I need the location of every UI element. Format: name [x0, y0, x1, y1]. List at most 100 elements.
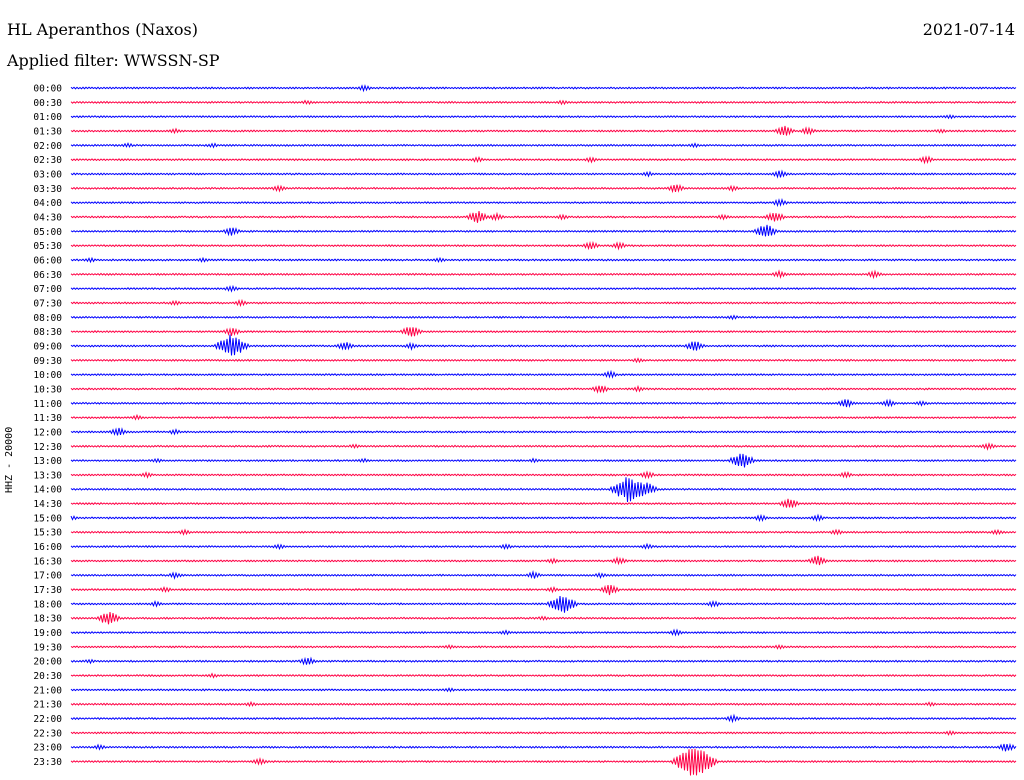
row-time-label: 10:30: [33, 384, 62, 395]
row-time-label: 12:30: [33, 442, 62, 453]
row-time-label: 20:00: [33, 657, 62, 668]
row-time-label: 04:30: [33, 212, 62, 223]
trace-line: [70, 498, 1017, 508]
trace-line: [70, 240, 1017, 251]
row-time-label: 08:00: [33, 313, 62, 324]
row-time-label: 07:00: [33, 284, 62, 295]
trace-line: [70, 256, 1017, 264]
row-time-label: 17:00: [33, 571, 62, 582]
trace-line: [70, 729, 1017, 736]
row-time-label: 00:00: [33, 84, 62, 95]
trace-line: [70, 84, 1017, 93]
station-title: HL Aperanthos (Naxos): [7, 20, 198, 39]
trace-line: [70, 584, 1017, 596]
trace-line: [70, 125, 1017, 136]
row-time-label: 18:30: [33, 614, 62, 625]
row-time-label: 14:00: [33, 485, 62, 496]
trace-line: [70, 99, 1017, 106]
row-time-label: 03:30: [33, 184, 62, 195]
row-time-label: 00:30: [33, 98, 62, 109]
row-time-label: 23:30: [33, 757, 62, 768]
trace-line: [70, 542, 1017, 551]
trace-line: [70, 453, 1017, 468]
trace-line: [70, 224, 1017, 237]
row-time-label: 05:00: [33, 227, 62, 238]
trace-line: [70, 628, 1017, 637]
trace-line: [70, 298, 1017, 308]
row-time-label: 20:30: [33, 671, 62, 682]
trace-line: [70, 742, 1017, 752]
trace-line: [70, 477, 1017, 502]
row-time-label: 11:30: [33, 413, 62, 424]
filter-label: Applied filter: WWSSN-SP: [7, 51, 220, 70]
trace-line: [70, 569, 1017, 580]
trace-line: [70, 656, 1017, 666]
row-time-label: 21:30: [33, 700, 62, 711]
trace-line: [70, 442, 1017, 451]
row-time-label: 18:00: [33, 599, 62, 610]
row-time-label: 16:00: [33, 542, 62, 553]
trace-line: [70, 644, 1017, 650]
trace-line: [70, 513, 1017, 523]
trace-line: [70, 470, 1017, 480]
row-time-label: 14:30: [33, 499, 62, 510]
row-time-label: 16:30: [33, 556, 62, 567]
row-time-label: 15:30: [33, 528, 62, 539]
trace-line: [70, 713, 1017, 724]
row-time-label: 17:30: [33, 585, 62, 596]
row-time-label: 01:30: [33, 126, 62, 137]
trace-line: [70, 334, 1017, 356]
row-time-label: 13:30: [33, 470, 62, 481]
trace-line: [70, 357, 1017, 364]
trace-line: [70, 183, 1017, 194]
row-time-label: 09:00: [33, 341, 62, 352]
trace-line: [70, 611, 1017, 625]
trace-line: [70, 700, 1017, 708]
row-time-label: 02:00: [33, 141, 62, 152]
trace-line: [70, 384, 1017, 394]
trace-line: [70, 113, 1017, 120]
trace-line: [70, 672, 1017, 679]
row-time-label: 03:00: [33, 169, 62, 180]
row-time-label: 21:00: [33, 685, 62, 696]
row-time-label: 19:30: [33, 642, 62, 653]
row-time-label: 22:30: [33, 728, 62, 739]
trace-line: [70, 427, 1017, 436]
trace-line: [70, 284, 1017, 293]
trace-line: [70, 269, 1017, 280]
row-time-label: 19:00: [33, 628, 62, 639]
row-time-label: 08:30: [33, 327, 62, 338]
row-time-label: 04:00: [33, 198, 62, 209]
trace-line: [70, 314, 1017, 321]
row-time-label: 10:00: [33, 370, 62, 381]
trace-line: [70, 142, 1017, 149]
trace-line: [70, 413, 1017, 421]
row-time-label: 23:00: [33, 743, 62, 754]
trace-line: [70, 155, 1017, 165]
row-time-label: 09:30: [33, 356, 62, 367]
trace-line: [70, 555, 1017, 566]
trace-line: [70, 528, 1017, 536]
row-time-label: 12:00: [33, 427, 62, 438]
row-time-label: 02:30: [33, 155, 62, 166]
trace-line: [70, 398, 1017, 408]
row-time-label: 01:00: [33, 112, 62, 123]
trace-line: [70, 169, 1017, 179]
row-time-label: 06:00: [33, 255, 62, 266]
row-time-label: 15:00: [33, 513, 62, 524]
row-time-label: 13:00: [33, 456, 62, 467]
trace-line: [70, 687, 1017, 693]
trace-line: [70, 210, 1017, 223]
trace-line: [70, 369, 1017, 379]
row-time-label: 11:00: [33, 399, 62, 410]
trace-line: [70, 595, 1017, 613]
row-time-label: 22:00: [33, 714, 62, 725]
row-time-label: 07:30: [33, 298, 62, 309]
row-time-label: 05:30: [33, 241, 62, 252]
trace-line: [70, 197, 1017, 208]
trace-line: [70, 327, 1017, 337]
row-time-label: 06:30: [33, 270, 62, 281]
trace-line: [70, 748, 1017, 776]
date-label: 2021-07-14: [922, 20, 1015, 39]
